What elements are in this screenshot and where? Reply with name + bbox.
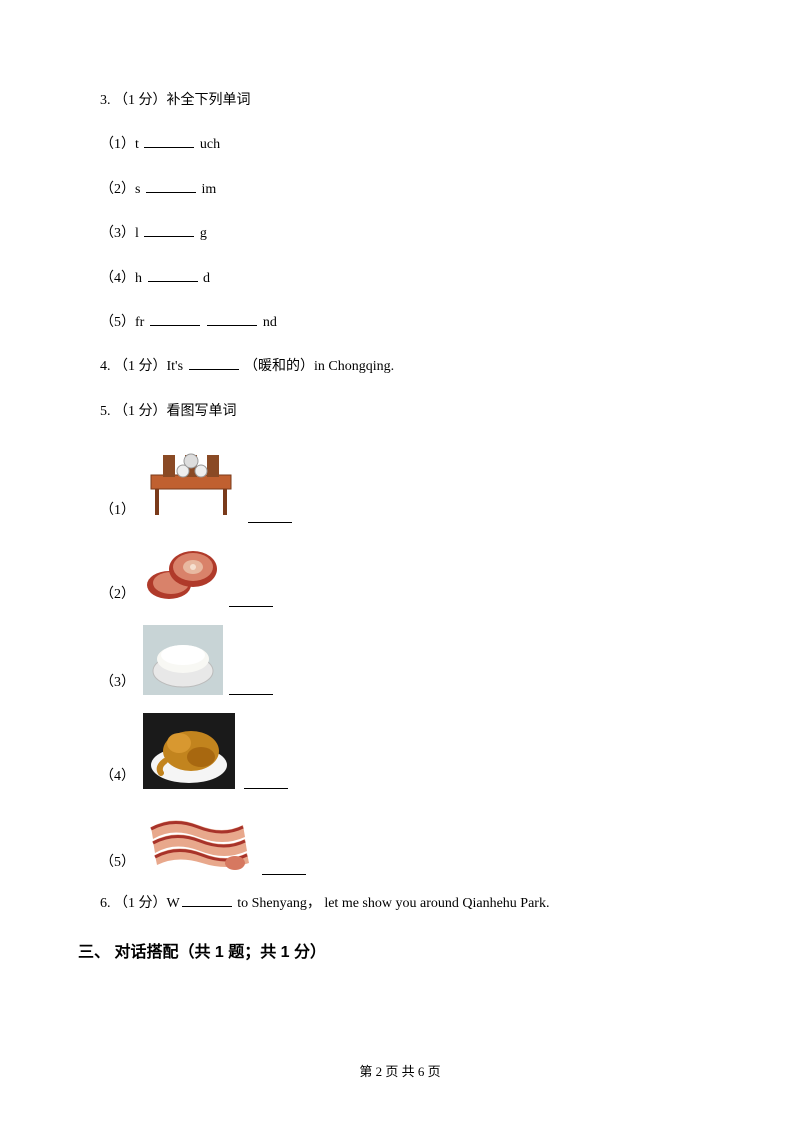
q3-item-5: （5）fr nd: [100, 312, 700, 334]
page-content: 3. （1 分）补全下列单词 （1）t uch （2）s im （3）l g （…: [0, 0, 800, 962]
q5-1-label: （1）: [100, 499, 135, 523]
q5-3-label: （3）: [100, 671, 135, 695]
blank[interactable]: [148, 268, 198, 282]
q5-2-label: （2）: [100, 583, 135, 607]
q3-item-4: （4）h d: [100, 268, 700, 290]
q3-item-1: （1）t uch: [100, 134, 700, 156]
q6-prefix: 6. （1 分）W: [100, 896, 180, 911]
q3-2-label: （2）s: [100, 182, 144, 197]
q5-5-label: （5）: [100, 851, 135, 875]
chicken-icon: [143, 713, 235, 789]
q3-3-suffix: g: [196, 226, 207, 241]
q5-item-3: （3）: [100, 625, 700, 695]
q4-prefix: 4. （1 分）It's: [100, 359, 187, 374]
blank[interactable]: [262, 861, 306, 875]
q4-hint: （暖和的）in Chongqing.: [241, 359, 395, 374]
page-footer: 第 2 页 共 6 页: [0, 1061, 800, 1080]
q6-suffix: to Shenyang， let me show you around Qian…: [234, 896, 550, 911]
q5-4-label: （4）: [100, 765, 135, 789]
q3-1-label: （1）t: [100, 137, 142, 152]
question-3: 3. （1 分）补全下列单词: [100, 90, 700, 112]
blank[interactable]: [229, 593, 273, 607]
q3-item-3: （3）l g: [100, 223, 700, 245]
question-5: 5. （1 分）看图写单词: [100, 401, 700, 423]
q5-item-2: （2）: [100, 541, 700, 607]
q3-4-suffix: d: [200, 271, 211, 286]
blank[interactable]: [150, 312, 200, 326]
blank[interactable]: [207, 312, 257, 326]
question-6: 6. （1 分）W to Shenyang， let me show you a…: [100, 893, 700, 915]
q3-4-label: （4）h: [100, 271, 146, 286]
blank[interactable]: [244, 775, 288, 789]
rice-icon: [143, 625, 223, 695]
blank[interactable]: [144, 223, 194, 237]
q5-item-4: （4）: [100, 713, 700, 789]
table-icon: [143, 445, 239, 523]
q5-item-5: （5）: [100, 807, 700, 875]
q3-5-suffix: nd: [259, 315, 277, 330]
blank[interactable]: [229, 681, 273, 695]
q3-item-2: （2）s im: [100, 179, 700, 201]
q3-1-suffix: uch: [196, 137, 220, 152]
q3-3-label: （3）l: [100, 226, 142, 241]
q3-5-label: （5）fr: [100, 315, 148, 330]
blank[interactable]: [146, 179, 196, 193]
blank[interactable]: [248, 509, 292, 523]
q3-2-suffix: im: [198, 182, 216, 197]
question-4: 4. （1 分）It's （暖和的）in Chongqing.: [100, 356, 700, 378]
meat-icon: [143, 541, 223, 607]
section-3-title: 三、 对话搭配（共 1 题；共 1 分）: [78, 938, 700, 962]
q5-item-1: （1）: [100, 445, 700, 523]
blank[interactable]: [189, 356, 239, 370]
blank[interactable]: [182, 893, 232, 907]
blank[interactable]: [144, 134, 194, 148]
bacon-icon: [143, 807, 253, 875]
